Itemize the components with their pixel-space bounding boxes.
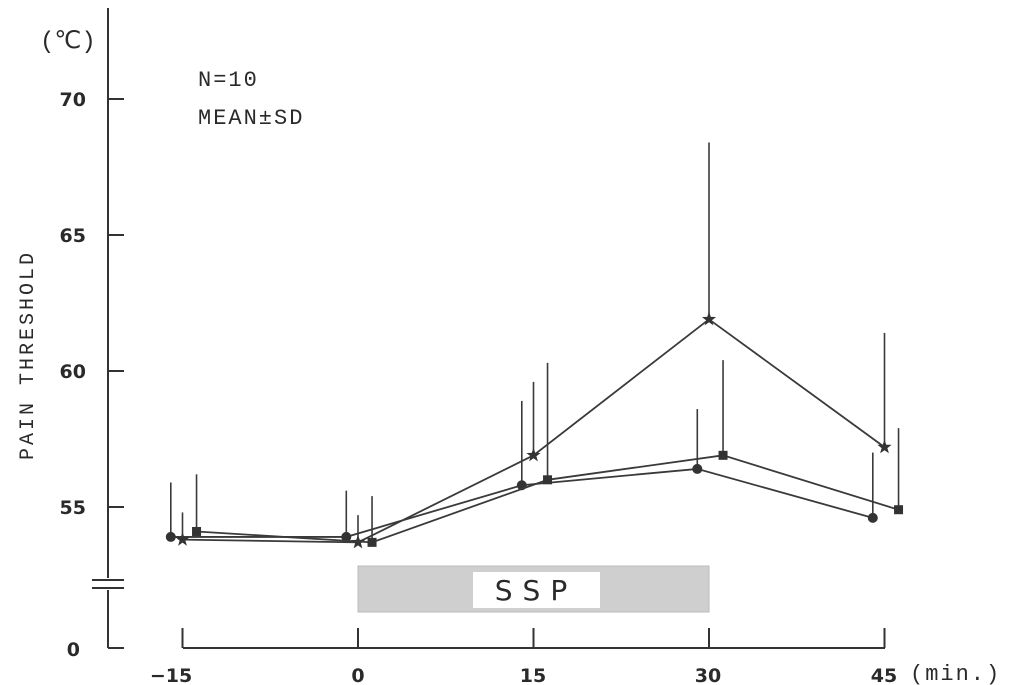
y-unit-label: (℃)	[40, 29, 96, 56]
y-tick-label-70: 70	[60, 89, 86, 111]
series-square-point	[718, 450, 728, 460]
series-layer	[165, 142, 904, 549]
series-star-point	[526, 447, 541, 462]
x-axis-ticks	[108, 98, 886, 648]
series-square-point	[894, 505, 904, 515]
ssp-label-box	[473, 572, 600, 608]
series-square-point	[192, 526, 202, 536]
ssp-label: SSP	[495, 574, 577, 607]
x-tick-label-45: 45	[871, 665, 897, 685]
series-square-point	[543, 475, 553, 485]
y-tick-label-55: 55	[60, 497, 86, 519]
x-unit-label: (min.)	[910, 662, 1001, 685]
series-circle-point	[692, 463, 703, 474]
series-circle-point	[165, 531, 176, 542]
annotation-mean-sd: MEAN±SD	[198, 106, 304, 131]
y-tick-label-0: 0	[67, 639, 80, 661]
series-star-point	[877, 439, 892, 454]
y-tick-label-60: 60	[60, 361, 86, 383]
series-star-point	[701, 311, 717, 326]
y-tick-label-65: 65	[60, 225, 86, 247]
series-circle-point	[341, 531, 352, 542]
x-tick-label-0: 0	[351, 665, 364, 685]
series-square-point	[367, 537, 377, 547]
series-circle-point	[867, 512, 878, 523]
series-star-point	[175, 532, 190, 546]
y-axis-title: PAIN THRESHOLD	[17, 250, 40, 460]
x-tick-label-30: 30	[695, 665, 721, 685]
x-tick-label-minus15: −15	[150, 665, 192, 685]
annotation-n: N=10	[198, 68, 259, 93]
x-tick-label-15: 15	[520, 665, 546, 685]
